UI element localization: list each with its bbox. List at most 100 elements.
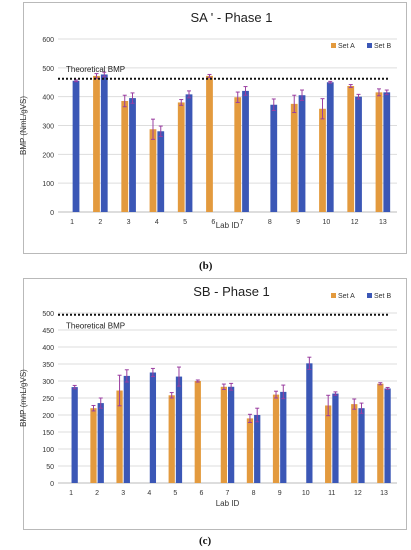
bar-set-b [129,98,136,212]
y-tick-label: 200 [42,413,54,420]
bar-set-b [355,96,362,212]
x-tick-label: 1 [69,490,73,497]
x-axis-label: Lab ID [216,499,240,508]
bar-set-b [149,372,157,483]
bar-set-a [177,102,185,212]
x-tick-label: 3 [121,490,125,497]
bar-set-b [332,393,339,483]
bar-set-a [246,418,254,483]
bar-set-b [175,376,183,483]
bar-set-b [358,408,365,483]
x-tick-label: 2 [98,219,102,226]
bar-set-a [347,85,355,212]
bar-set-b [298,95,306,212]
legend-swatch-set-b [367,43,372,48]
reference-line-label: Theoretical BMP [66,65,125,74]
y-tick-label: 600 [42,37,54,44]
bar-set-a [121,100,129,212]
bar-set-a [272,394,280,483]
legend-label: Set A [338,43,355,50]
y-axis-label: BMP (mnL/gVS) [19,369,28,427]
bar-set-a [149,129,157,212]
x-tick-label: 6 [211,219,215,226]
x-tick-label: 5 [183,219,187,226]
y-tick-label: 0 [50,210,54,217]
bar-set-b [157,131,165,212]
x-tick-label: 3 [127,219,131,226]
chart-panel-sa: SA ' - Phase 1 0 100 200 300 400 500 600 1 2 3 4 5 6 7… [19,2,407,272]
x-axis-label: Lab ID [216,221,240,230]
legend-swatch-set-a [331,293,336,298]
bar-set-a [351,404,358,483]
chart-frame-sb [23,278,407,530]
x-tick-label: 4 [147,490,151,497]
bar-set-a [168,395,175,483]
x-tick-label: 10 [322,219,330,226]
chart-caption-sb: (c) [199,535,212,547]
bar-set-a [116,390,123,483]
legend-label: Set A [338,293,355,300]
bar-set-a [325,405,332,483]
y-axis-label: BMP (NmL/gVS) [19,96,28,155]
x-tick-label: 7 [240,219,244,226]
chart-panel-sb: SB - Phase 1 0 50 100 150 200 250 300 350 400 450 5… [0,278,411,550]
y-tick-label: 400 [42,95,54,102]
x-tick-label: 7 [226,490,230,497]
y-tick-label: 150 [42,430,54,437]
legend-swatch-set-b [367,293,372,298]
bar-set-a [194,381,201,483]
bar-set-a [90,408,97,483]
bar-set-b [383,92,391,212]
y-tick-label: 300 [42,379,54,386]
bar-set-b [123,375,130,483]
x-tick-label: 4 [155,219,159,226]
bar-set-a [234,97,242,212]
x-tick-label: 10 [302,490,310,497]
y-tick-label: 500 [42,66,54,73]
bar-set-b [97,403,104,483]
y-tick-label: 0 [50,481,54,488]
bar-set-a [93,75,100,212]
x-tick-label: 9 [296,219,300,226]
x-tick-label: 13 [379,219,387,226]
bar-set-b [185,94,193,212]
y-tick-label: 50 [46,464,54,471]
x-tick-label: 6 [199,490,203,497]
bar-set-a [375,92,383,212]
bar-set-b [71,387,78,483]
bar-set-b [280,391,287,483]
x-tick-label: 5 [173,490,177,497]
x-tick-label: 12 [354,490,362,497]
bar-set-a [319,108,326,212]
y-tick-label: 400 [42,345,54,352]
bar-set-b [254,415,261,483]
bar-set-b [242,90,249,212]
y-tick-label: 300 [42,124,54,131]
bar-set-b [100,74,108,212]
bar-set-b [72,80,80,212]
legend-label: Set B [374,43,391,50]
bar-set-b [270,104,278,212]
x-tick-label: 9 [278,490,282,497]
bar-set-a [290,103,298,212]
y-tick-label: 200 [42,152,54,159]
x-tick-label: 8 [268,219,272,226]
chart-sb-svg: SB - Phase 1 0 50 100 150 200 250 300 350 400 450 5… [19,284,397,508]
x-tick-label: 1 [70,219,74,226]
bar-set-b [306,363,313,483]
x-tick-label: 12 [351,219,359,226]
chart-caption-sa: (b) [199,260,213,272]
y-tick-label: 100 [42,181,54,188]
x-tick-label: 11 [328,490,335,497]
y-tick-label: 350 [42,362,54,369]
chart-title: SB - Phase 1 [193,284,270,299]
bar-set-b [326,82,334,212]
bar-set-a [220,386,227,483]
x-tick-label: 13 [380,490,388,497]
y-tick-label: 250 [42,396,54,403]
x-tick-label: 2 [95,490,99,497]
bar-set-a [206,75,213,212]
bar-set-a [377,383,384,483]
legend-label: Set B [374,293,391,300]
